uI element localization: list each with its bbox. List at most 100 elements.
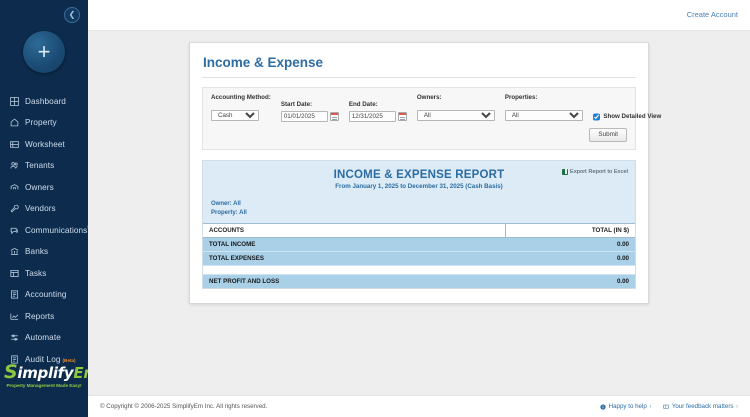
footer-links: Happy to help › Your feedback matters › (600, 403, 738, 410)
sidebar-item-property[interactable]: Property (0, 115, 88, 132)
start-date-label: Start Date: (280, 101, 313, 108)
accounting-method-label: Accounting Method: (211, 94, 271, 101)
logo-implify: implify (17, 364, 74, 382)
sidebar-collapse-button[interactable]: ❮ (64, 7, 80, 23)
owners-group: Owners: All (416, 94, 495, 122)
excel-icon (562, 168, 568, 175)
properties-select[interactable]: All (504, 109, 583, 121)
start-date-input[interactable] (280, 110, 328, 122)
top-bar: Create Account (88, 0, 750, 31)
wrench-icon (9, 203, 20, 214)
sidebar-item-vendors[interactable]: Vendors (0, 201, 88, 218)
sidebar-item-accounting[interactable]: Accounting (0, 287, 88, 304)
row-value: 0.00 (505, 274, 635, 288)
row-label: TOTAL EXPENSES (203, 251, 505, 266)
accounts-table: ACCOUNTS TOTAL (IN $) TOTAL INCOME 0.00 … (203, 223, 635, 288)
beta-badge: (Beta) (62, 357, 76, 363)
logo-wordmark: SimplifyEm (4, 361, 99, 383)
logo-tagline: Property Management Made Easy! (6, 384, 82, 389)
table-row: TOTAL EXPENSES 0.00 (203, 251, 635, 266)
chart-icon (9, 311, 20, 322)
bank-icon (9, 246, 20, 257)
export-to-excel-button[interactable]: Export Report to Excel (562, 168, 628, 175)
automate-icon (9, 332, 20, 343)
sidebar-item-communications[interactable]: Communications (Beta) (0, 222, 100, 239)
accounting-method-select[interactable]: Cash (211, 109, 259, 121)
plus-icon: + (37, 39, 51, 64)
accounting-icon (9, 289, 20, 300)
row-value: 0.00 (505, 251, 635, 266)
footer: © Copyright © 2006-2025 SimplifyEm Inc. … (88, 395, 750, 417)
chevron-left-icon: ❮ (68, 10, 76, 19)
title-divider (202, 77, 636, 78)
main-content: Income & Expense Accounting Method: Cash… (88, 31, 750, 395)
people-icon (9, 160, 20, 171)
sidebar-item-label: Tenants (25, 161, 55, 171)
app-logo: SimplifyEm Property Management Made Easy… (0, 361, 99, 390)
create-account-link[interactable]: Create Account (686, 10, 738, 19)
column-header-accounts: ACCOUNTS (203, 223, 505, 238)
sidebar-item-banks[interactable]: Banks (0, 244, 88, 261)
row-label: TOTAL INCOME (203, 237, 505, 252)
owners-select[interactable]: All (416, 109, 495, 121)
sidebar-item-owners[interactable]: Owners (0, 179, 88, 196)
owners-label: Owners: (416, 94, 442, 101)
sidebar-item-label: Vendors (25, 204, 56, 214)
happy-to-help-link[interactable]: Happy to help › (600, 403, 651, 410)
quick-add-button[interactable]: + (23, 31, 65, 73)
end-date-label: End Date: (348, 101, 378, 108)
report-header: INCOME & EXPENSE REPORT From January 1, … (203, 160, 635, 196)
sidebar-nav: Dashboard Property Worksheet Tenants Own (0, 93, 100, 368)
sidebar-item-automate[interactable]: Automate (0, 330, 88, 347)
owner-icon (9, 182, 20, 193)
sidebar-item-label: Dashboard (25, 96, 66, 106)
feedback-icon (663, 404, 669, 410)
report-meta: Owner: All Property: All (203, 196, 635, 223)
table-spacer-row (203, 265, 635, 275)
accounting-method-group: Accounting Method: Cash (211, 94, 271, 122)
income-expense-card: Income & Expense Accounting Method: Cash… (189, 42, 661, 304)
start-date-group: Start Date: (280, 101, 339, 122)
sidebar-item-label: Tasks (25, 268, 47, 278)
end-date-group: End Date: (348, 101, 407, 122)
sidebar-item-label: Audit Log (25, 354, 61, 364)
report-property-line: Property: All (211, 210, 247, 216)
calendar-icon[interactable] (329, 111, 339, 121)
column-header-total: TOTAL (IN $) (504, 223, 635, 238)
sidebar-item-tasks[interactable]: Tasks (0, 265, 88, 282)
report-title: INCOME & EXPENSE REPORT (333, 168, 505, 181)
sidebar-item-tenants[interactable]: Tenants (0, 158, 88, 175)
your-feedback-matters-link[interactable]: Your feedback matters › (663, 403, 738, 410)
submit-button[interactable]: Submit (589, 127, 627, 142)
sidebar-item-worksheet[interactable]: Worksheet (0, 136, 88, 153)
sidebar-item-audit-log[interactable]: Audit Log (Beta) (0, 351, 88, 368)
end-date-input[interactable] (348, 110, 396, 122)
quick-add-container: + (0, 31, 88, 73)
table-row: TOTAL INCOME 0.00 (203, 237, 635, 252)
sidebar-item-dashboard[interactable]: Dashboard (0, 93, 88, 110)
show-detailed-view-group: Show Detailed View (592, 113, 662, 121)
report-filters: Accounting Method: Cash Start Date: End … (202, 87, 661, 150)
chat-icon (9, 225, 20, 236)
report-subtitle: From January 1, 2025 to December 31, 202… (335, 183, 503, 190)
page-title: Income & Expense (203, 55, 324, 70)
sidebar-item-label: Worksheet (25, 139, 65, 149)
show-detailed-view-checkbox[interactable] (592, 113, 601, 121)
table-row: NET PROFIT AND LOSS 0.00 (203, 274, 635, 288)
audit-log-icon (9, 354, 20, 365)
sidebar-item-label: Communications (25, 225, 88, 235)
properties-label: Properties: (504, 94, 538, 101)
home-icon (9, 117, 20, 128)
sidebar-item-label: Owners (25, 182, 54, 192)
report-owner-line: Owner: All (211, 201, 241, 207)
footer-link-label: Happy to help (608, 403, 647, 410)
logo-s: S (4, 361, 18, 383)
sidebar-item-label: Accounting (25, 290, 67, 300)
chevron-right-icon: › (649, 403, 652, 410)
calendar-icon[interactable] (397, 111, 407, 121)
show-detailed-view-label: Show Detailed View (603, 113, 662, 121)
copyright-text: © Copyright © 2006-2025 SimplifyEm Inc. … (100, 403, 268, 410)
sidebar: ❮ + Dashboard Property Worksheet (0, 0, 100, 417)
export-label: Export Report to Excel (570, 168, 628, 175)
sidebar-item-reports[interactable]: Reports (0, 308, 88, 325)
